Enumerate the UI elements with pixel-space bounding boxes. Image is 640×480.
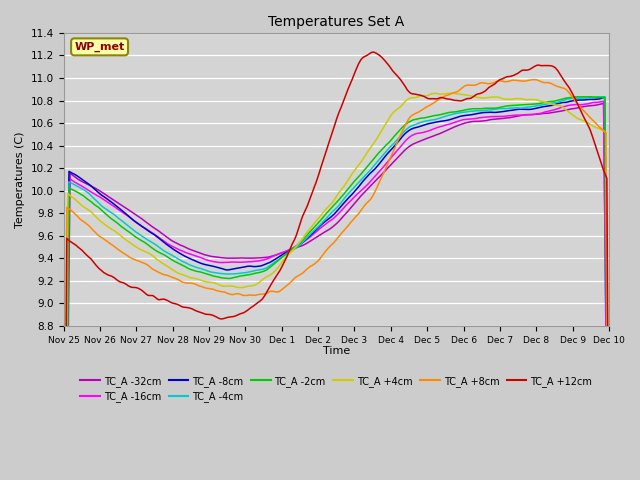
TC_A +8cm [507, 78, 515, 84]
TC_A +12cm [593, 148, 601, 154]
TC_A -4cm [322, 216, 330, 222]
TC_A -16cm [600, 98, 607, 104]
TC_A -8cm [322, 218, 330, 224]
X-axis label: Time: Time [323, 346, 350, 356]
TC_A +8cm [385, 160, 392, 166]
TC_A +4cm [385, 117, 392, 123]
TC_A -8cm [385, 150, 392, 156]
TC_A -16cm [322, 221, 330, 227]
TC_A -4cm [355, 180, 362, 185]
TC_A -2cm [593, 95, 601, 100]
TC_A -8cm [355, 184, 362, 190]
TC_A -32cm [592, 102, 600, 108]
Line: TC_A -32cm: TC_A -32cm [63, 104, 609, 480]
TC_A -4cm [596, 94, 604, 99]
TC_A +12cm [385, 63, 393, 69]
Line: TC_A -4cm: TC_A -4cm [63, 96, 609, 480]
Line: TC_A -16cm: TC_A -16cm [63, 101, 609, 480]
TC_A +4cm [447, 90, 454, 96]
TC_A -16cm [355, 190, 362, 196]
TC_A +12cm [369, 49, 377, 55]
TC_A -16cm [385, 158, 392, 164]
TC_A +8cm [319, 252, 326, 258]
TC_A +4cm [322, 206, 330, 212]
TC_A +12cm [508, 73, 516, 79]
TC_A +8cm [593, 121, 601, 127]
TC_A +12cm [355, 60, 362, 66]
TC_A -8cm [507, 108, 515, 113]
TC_A +8cm [530, 77, 538, 83]
Line: TC_A +8cm: TC_A +8cm [63, 80, 609, 480]
TC_A +8cm [355, 211, 362, 216]
TC_A -2cm [385, 140, 392, 146]
TC_A -2cm [322, 211, 330, 217]
Text: WP_met: WP_met [74, 42, 125, 52]
TC_A -8cm [319, 221, 326, 227]
TC_A -4cm [592, 94, 600, 100]
Line: TC_A -8cm: TC_A -8cm [63, 97, 609, 480]
TC_A +12cm [322, 149, 330, 155]
Line: TC_A +12cm: TC_A +12cm [63, 52, 609, 480]
TC_A -8cm [601, 95, 609, 100]
TC_A -32cm [600, 101, 607, 107]
TC_A +8cm [322, 248, 330, 254]
TC_A -2cm [319, 215, 326, 221]
TC_A +4cm [319, 210, 326, 216]
TC_A -4cm [319, 219, 326, 225]
TC_A -32cm [355, 195, 362, 201]
TC_A -32cm [322, 228, 330, 234]
TC_A +4cm [355, 162, 362, 168]
TC_A +4cm [593, 125, 601, 131]
TC_A -32cm [507, 115, 515, 120]
TC_A -32cm [385, 165, 392, 170]
TC_A -16cm [319, 224, 326, 229]
Title: Temperatures Set A: Temperatures Set A [268, 15, 404, 29]
TC_A -16cm [592, 99, 600, 105]
TC_A -4cm [385, 146, 392, 152]
TC_A +4cm [508, 96, 516, 102]
Y-axis label: Temperatures (C): Temperatures (C) [15, 131, 25, 228]
Line: TC_A +4cm: TC_A +4cm [63, 93, 609, 480]
TC_A -4cm [507, 105, 515, 111]
TC_A -2cm [584, 94, 592, 99]
TC_A +12cm [319, 159, 326, 165]
TC_A -16cm [507, 113, 515, 119]
TC_A -8cm [592, 96, 600, 102]
Legend: TC_A -32cm, TC_A -16cm, TC_A -8cm, TC_A -4cm, TC_A -2cm, TC_A +4cm, TC_A +8cm, T: TC_A -32cm, TC_A -16cm, TC_A -8cm, TC_A … [77, 372, 596, 406]
TC_A -2cm [355, 174, 362, 180]
Line: TC_A -2cm: TC_A -2cm [63, 96, 609, 480]
TC_A -32cm [319, 230, 326, 236]
TC_A -2cm [507, 103, 515, 108]
